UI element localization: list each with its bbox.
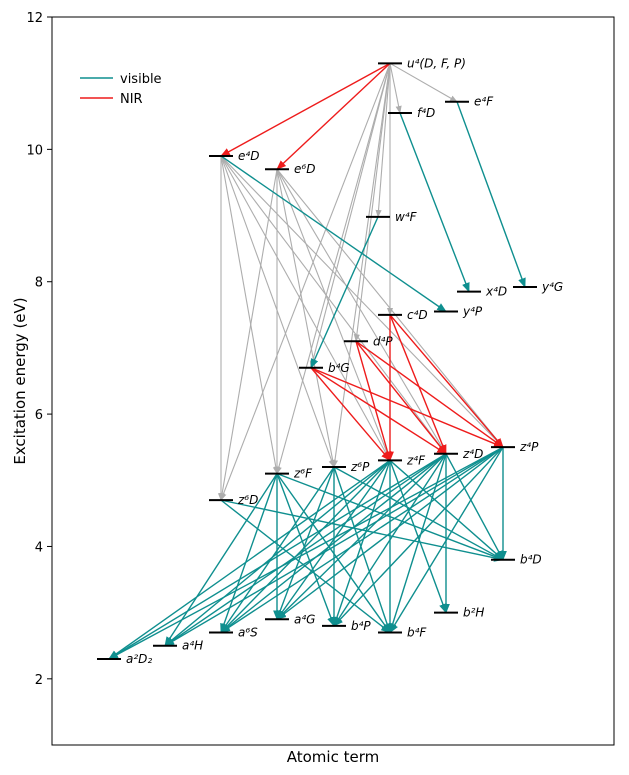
level-label-b4P: b⁴P (351, 619, 371, 633)
transition-other-e6D-to-z4P (276, 168, 504, 448)
transition-visible-z6P-to-b4F (333, 466, 391, 634)
legend: visible NIR (80, 72, 162, 107)
transition-other-u4DFP-to-z6P (331, 63, 391, 468)
transition-visible-z6D-to-b4D (220, 499, 504, 562)
y-axis-title: Excitation energy (eV) (11, 297, 29, 464)
transition-visible-z6D-to-b4F (220, 499, 391, 634)
transition-NIR-d4P-to-z4P (355, 340, 504, 448)
level-label-f4D: f⁴D (417, 106, 435, 120)
transition-visible-z6F-to-b4F (276, 473, 391, 634)
transition-other-u4DFP-to-z6D (220, 63, 391, 501)
level-label-e4F: e⁴F (474, 95, 494, 109)
transition-NIR-d4P-to-z4F (355, 341, 392, 462)
level-label-z6F: z⁶F (293, 467, 313, 481)
transition-other-e4D-to-z4F (220, 155, 391, 462)
transition-visible-z4D-to-b4F (388, 453, 447, 634)
level-label-c4D: c⁴D (407, 308, 428, 322)
transition-visible-z4F-to-a6S (220, 459, 391, 634)
legend-label-visible: visible (120, 72, 162, 87)
level-label-y4G: y⁴G (541, 280, 563, 294)
level-label-b2H: b²H (463, 606, 484, 620)
transition-NIR-c4D-to-z4P (389, 314, 504, 448)
transition-NIR-d4P-to-z4D (355, 340, 447, 455)
transition-other-u4DFP-to-d4P (353, 63, 391, 343)
level-label-w4F: w⁴F (395, 210, 418, 224)
transition-other-e6D-to-z6P (276, 169, 336, 468)
level-label-z6D: z⁶D (237, 493, 258, 507)
transition-visible-z6F-to-b4D (276, 473, 504, 561)
level-label-e4D: e⁴D (238, 149, 259, 163)
level-label-a2D2: a²D₂ (126, 652, 152, 666)
y-tick-label: 8 (35, 276, 43, 291)
transition-NIR-u4DFP-to-e4D (220, 62, 391, 157)
y-tick-label: 12 (26, 11, 43, 26)
transition-other-u4DFP-to-e4F (389, 62, 458, 103)
y-tick-label: 6 (35, 408, 43, 423)
transition-NIR-b4G-to-z4D (310, 367, 447, 455)
transition-visible-z6F-to-b4P (276, 473, 335, 627)
transition-other-e6D-to-z4F (276, 169, 391, 462)
level-label-a4H: a⁴H (182, 639, 203, 653)
transition-other-e4D-to-z6F (220, 155, 279, 475)
y-tick-label: 10 (26, 143, 43, 158)
legend-label-nir: NIR (120, 92, 143, 107)
transition-visible-z4D-to-b4D (445, 453, 504, 561)
transition-NIR-c4D-to-z4D (389, 314, 447, 455)
plot-frame (51, 16, 615, 746)
level-label-z6P: z⁶P (350, 460, 370, 474)
level-label-x4D: x⁴D (485, 285, 507, 299)
level-label-u4DFP: u⁴(D, F, P) (407, 56, 466, 70)
transition-other-e4D-to-z4P (220, 155, 504, 448)
transition-visible-z4F-to-b4P (333, 460, 391, 627)
transition-other-e4D-to-z4D (220, 155, 447, 455)
transition-NIR-b4G-to-z4F (310, 367, 391, 462)
level-label-e6D: e⁶D (294, 162, 315, 176)
transition-visible-e4F-to-y4G (456, 101, 526, 288)
transition-visible-z4F-to-b2H (389, 460, 447, 614)
level-label-a4G: a⁴G (294, 612, 315, 626)
y-tick-label: 4 (35, 540, 43, 555)
transition-arrows (108, 62, 526, 660)
transition-NIR-u4DFP-to-e6D (276, 62, 391, 170)
level-label-a6S: a⁶S (238, 625, 258, 639)
transition-visible-z4F-to-b4D (389, 459, 504, 561)
y-axis-ticks: 2 4 6 8 10 12 (26, 11, 52, 688)
transition-visible-z4D-to-a4G (276, 453, 447, 620)
level-label-d4P: d⁴P (373, 334, 393, 348)
level-label-b4D: b⁴D (520, 553, 542, 567)
level-label-z4D: z⁴D (462, 447, 483, 461)
transition-visible-z6F-to-a6S (220, 473, 278, 634)
level-label-y4P: y⁴P (462, 305, 483, 319)
transition-visible-z6F-to-a4H (164, 473, 278, 647)
transition-other-u4DFP-to-w4F (375, 63, 391, 218)
transition-other-e6D-to-z4D (276, 168, 447, 455)
level-label-z4F: z⁴F (406, 453, 426, 467)
x-axis-title: Atomic term (287, 748, 379, 766)
transition-visible-z4P-to-a6S (220, 446, 504, 634)
transition-other-u4DFP-to-z6F (275, 63, 391, 475)
level-label-b4G: b⁴G (328, 361, 350, 375)
transition-other-e6D-to-z6D (219, 169, 278, 501)
level-label-z4P: z⁴P (519, 440, 539, 454)
transition-other-u4DFP-to-b4G (309, 63, 391, 369)
transition-visible-f4D-to-x4D (399, 112, 470, 293)
y-tick-label: 2 (35, 673, 43, 688)
transition-other-u4DFP-to-f4D (389, 63, 402, 114)
transition-visible-z6P-to-b4D (333, 466, 504, 561)
transition-NIR-b4G-to-z4P (310, 367, 504, 448)
level-label-b4F: b⁴F (407, 625, 427, 639)
transition-visible-w4F-to-b4G (310, 216, 379, 369)
transition-visible-e4D-to-y4P (220, 155, 447, 313)
